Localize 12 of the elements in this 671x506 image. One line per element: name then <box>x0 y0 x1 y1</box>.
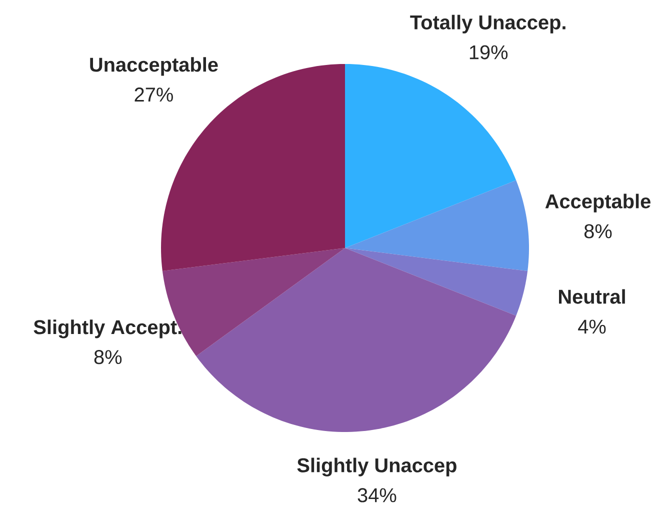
data-label: 4% <box>578 320 606 334</box>
data-label: 8% <box>584 224 612 238</box>
data-label: 8% <box>94 350 122 364</box>
slice-label: Unacceptable <box>90 57 218 76</box>
data-label: 27% <box>134 88 173 102</box>
slice-label: Slightly Accept. <box>34 320 182 338</box>
slice-label: Acceptable <box>545 194 650 212</box>
slice-label: Slightly Unaccep <box>297 458 456 476</box>
data-label: 19% <box>470 45 508 60</box>
slice-label: Totally Unaccep. <box>410 14 566 34</box>
slice-label: Neutral <box>559 289 625 304</box>
data-label: 34% <box>358 488 396 502</box>
